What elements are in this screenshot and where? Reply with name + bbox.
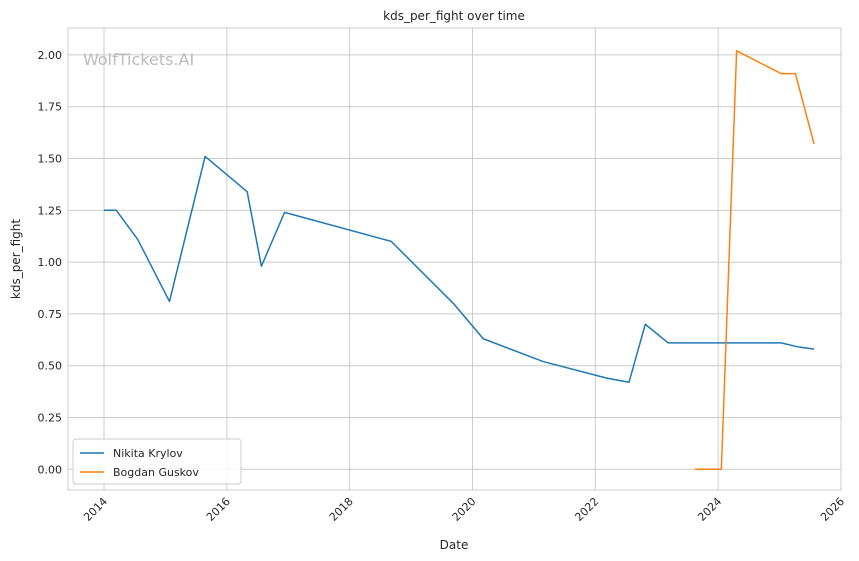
watermark: WolfTickets.AI: [83, 50, 194, 69]
x-axis-ticks: 2014 2016 2018 2020 2022 2024 2026: [81, 495, 847, 524]
y-tick-label: 0.00: [38, 463, 63, 476]
x-tick-label: 2020: [450, 495, 479, 524]
y-axis-ticks: 0.00 0.25 0.50 0.75 1.00 1.25 1.50 1.75 2.00: [38, 49, 63, 476]
y-axis-label: kds_per_fight: [9, 219, 23, 300]
series-line-nikita-krylov: [104, 155, 815, 384]
plot-frame: [67, 27, 842, 491]
chart-title: kds_per_fight over time: [383, 9, 525, 23]
x-tick-label: 2026: [818, 495, 847, 524]
y-tick-label: 0.25: [38, 411, 63, 424]
series-layer: [104, 50, 815, 471]
y-tick-label: 1.25: [38, 204, 63, 217]
series-line-bogdan-guskov: [694, 50, 815, 471]
x-tick-label: 2024: [695, 495, 724, 524]
legend: Nikita Krylov Bogdan Guskov: [72, 438, 242, 485]
legend-label-nikita-krylov: Nikita Krylov: [113, 447, 183, 460]
y-tick-label: 0.50: [38, 360, 63, 373]
legend-label-bogdan-guskov: Bogdan Guskov: [113, 466, 199, 479]
y-tick-label: 2.00: [38, 49, 63, 62]
x-tick-label: 2014: [81, 495, 110, 524]
y-tick-label: 1.00: [38, 256, 63, 269]
x-tick-label: 2018: [327, 495, 356, 524]
y-tick-label: 0.75: [38, 308, 63, 321]
legend-box: [72, 438, 242, 485]
y-tick-label: 1.75: [38, 101, 63, 114]
x-tick-label: 2022: [572, 495, 601, 524]
grid: [68, 28, 842, 490]
x-tick-label: 2016: [204, 495, 233, 524]
plot-background: [68, 28, 841, 490]
y-tick-label: 1.50: [38, 153, 63, 166]
x-axis-label: Date: [440, 538, 469, 552]
